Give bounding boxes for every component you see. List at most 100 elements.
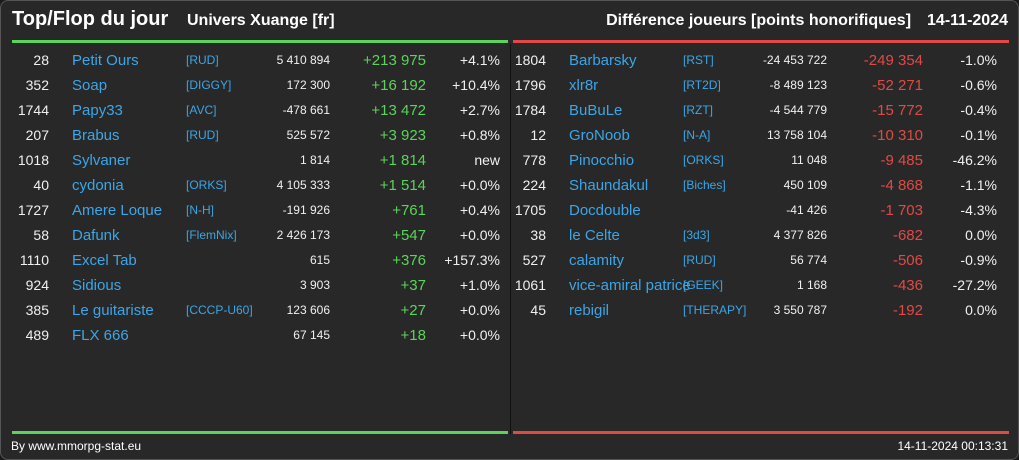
rank-cell: 1110 <box>19 252 49 268</box>
percent-cell: -27.2% <box>952 277 997 293</box>
player-name-link[interactable]: FLX 666 <box>72 327 129 344</box>
percent-cell: 0.0% <box>965 302 997 318</box>
diff-cell: -249 354 <box>863 52 923 69</box>
player-name-link[interactable]: Petit Ours <box>72 52 139 69</box>
rank-cell: 45 <box>530 302 546 318</box>
alliance-tag[interactable]: [GEEK] <box>683 278 724 292</box>
rank-cell: 489 <box>25 327 49 343</box>
table-row: 527 calamity [RUD] 56 774 -506 -0.9% <box>509 248 1005 273</box>
percent-cell: +4.1% <box>459 52 500 68</box>
rank-cell: 1784 <box>514 102 546 118</box>
player-name-link[interactable]: Pinocchio <box>569 152 635 169</box>
points-cell: -24 453 722 <box>762 53 827 67</box>
alliance-tag[interactable]: [Biches] <box>683 178 726 192</box>
alliance-tag[interactable]: [THERAPY] <box>683 303 747 317</box>
points-cell: 13 758 104 <box>766 128 827 142</box>
alliance-tag[interactable]: [DIGGY] <box>186 78 232 92</box>
rank-cell: 40 <box>33 177 49 193</box>
alliance-tag[interactable]: [3d3] <box>683 228 710 242</box>
top-header-bar <box>12 40 508 43</box>
percent-cell: -0.9% <box>960 252 997 268</box>
percent-cell: -0.4% <box>960 102 997 118</box>
player-name-link[interactable]: Dafunk <box>72 227 120 244</box>
diff-cell: -682 <box>892 227 923 244</box>
diff-cell: +213 975 <box>363 52 426 69</box>
player-name-link[interactable]: Sidious <box>72 277 122 294</box>
player-name-link[interactable]: GroNoob <box>569 127 630 144</box>
diff-cell: +3 923 <box>379 127 426 144</box>
table-row: 1784 BuBuLe [RZT] -4 544 779 -15 772 -0.4% <box>509 98 1005 123</box>
table-row: 45 rebigil [THERAPY] 3 550 787 -192 0.0% <box>509 298 1005 323</box>
generated-timestamp: 14-11-2024 00:13:31 <box>897 439 1008 453</box>
rank-cell: 1018 <box>17 152 49 168</box>
alliance-tag[interactable]: [N-H] <box>186 203 214 217</box>
table-row: 1744 Papy33 [AVC] -478 661 +13 472 +2.7% <box>12 98 508 123</box>
percent-cell: +0.0% <box>459 177 500 193</box>
points-cell: 450 109 <box>783 178 827 192</box>
player-name-link[interactable]: Barbarsky <box>569 52 637 69</box>
table-row: 1110 Excel Tab 615 +376 +157.3% <box>12 248 508 273</box>
percent-cell: +157.3% <box>444 252 500 268</box>
rank-cell: 1727 <box>17 202 49 218</box>
player-name-link[interactable]: Sylvaner <box>72 152 131 169</box>
rank-cell: 1796 <box>514 77 546 93</box>
universe-label: Univers Xuange [fr] <box>187 12 335 29</box>
rank-cell: 207 <box>25 127 49 143</box>
alliance-tag[interactable]: [RT2D] <box>683 78 721 92</box>
percent-cell: -4.3% <box>960 202 997 218</box>
rank-cell: 12 <box>530 127 546 143</box>
player-name-link[interactable]: le Celte <box>569 227 620 244</box>
player-name-link[interactable]: Brabus <box>72 127 120 144</box>
alliance-tag[interactable]: [N-A] <box>683 128 711 142</box>
table-row: 224 Shaundakul [Biches] 450 109 -4 868 -1.1% <box>509 173 1005 198</box>
player-name-link[interactable]: Shaundakul <box>569 177 649 194</box>
player-name-link[interactable]: Amere Loque <box>72 202 163 219</box>
alliance-tag[interactable]: [RUD] <box>186 53 219 67</box>
diff-cell: -192 <box>892 302 923 319</box>
rank-cell: 527 <box>522 252 546 268</box>
player-name-link[interactable]: xlr8r <box>569 77 599 94</box>
diff-cell: -4 868 <box>880 177 923 194</box>
alliance-tag[interactable]: [RUD] <box>683 253 716 267</box>
alliance-tag[interactable]: [RUD] <box>186 128 219 142</box>
diff-cell: +13 472 <box>371 102 426 119</box>
player-name-link[interactable]: BuBuLe <box>569 102 623 119</box>
player-name-link[interactable]: Papy33 <box>72 102 123 119</box>
top-footer-bar <box>12 431 508 434</box>
player-name-link[interactable]: Le guitariste <box>72 302 154 319</box>
alliance-tag[interactable]: [ORKS] <box>186 178 227 192</box>
player-name-link[interactable]: Soap <box>72 77 108 94</box>
table-row: 58 Dafunk [FlemNix] 2 426 173 +547 +0.0% <box>12 223 508 248</box>
player-name-link[interactable]: cydonia <box>72 177 124 194</box>
percent-cell: new <box>474 152 500 168</box>
table-row: 1796 xlr8r [RT2D] -8 489 123 -52 271 -0.6% <box>509 73 1005 98</box>
player-name-link[interactable]: calamity <box>569 252 625 269</box>
diff-cell: -15 772 <box>872 102 923 119</box>
diff-cell: -1 703 <box>880 202 923 219</box>
table-row: 352 Soap [DIGGY] 172 300 +16 192 +10.4% <box>12 73 508 98</box>
points-cell: 67 145 <box>293 328 330 342</box>
diff-cell: +18 <box>400 327 426 344</box>
diff-cell: -10 310 <box>872 127 923 144</box>
alliance-tag[interactable]: [RST] <box>683 53 714 67</box>
alliance-tag[interactable]: [RZT] <box>683 103 713 117</box>
alliance-tag[interactable]: [ORKS] <box>683 153 724 167</box>
player-name-link[interactable]: Docdouble <box>569 202 641 219</box>
source-link[interactable]: By www.mmorpg-stat.eu <box>11 439 142 453</box>
page-title: Top/Flop du jour <box>12 8 169 30</box>
player-name-link[interactable]: vice-amiral patrice <box>569 277 691 294</box>
player-name-link[interactable]: rebigil <box>569 302 610 319</box>
alliance-tag[interactable]: [FlemNix] <box>186 228 237 242</box>
percent-cell: -46.2% <box>952 152 997 168</box>
diff-cell: -506 <box>892 252 923 269</box>
player-name-link[interactable]: Excel Tab <box>72 252 137 269</box>
diff-cell: +1 514 <box>379 177 426 194</box>
table-row: 12 GroNoob [N-A] 13 758 104 -10 310 -0.1% <box>509 123 1005 148</box>
points-cell: -4 544 779 <box>769 103 827 117</box>
percent-cell: +1.0% <box>459 277 500 293</box>
points-cell: -478 661 <box>282 103 330 117</box>
alliance-tag[interactable]: [CCCP-U60] <box>186 303 253 317</box>
alliance-tag[interactable]: [AVC] <box>186 103 217 117</box>
percent-cell: 0.0% <box>965 227 997 243</box>
points-cell: -41 426 <box>786 203 827 217</box>
